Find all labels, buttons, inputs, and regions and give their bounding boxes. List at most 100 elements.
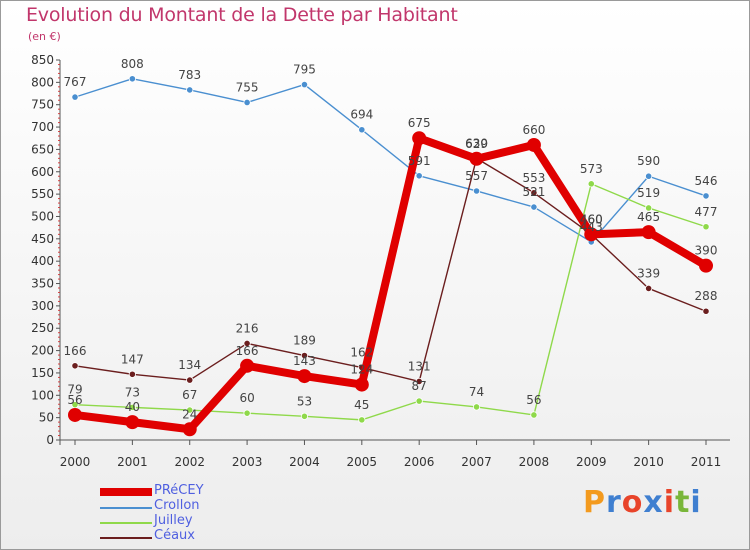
data-point xyxy=(472,403,481,411)
data-point xyxy=(128,75,136,83)
legend-swatch-ceaux xyxy=(100,537,152,539)
logo-letter: i xyxy=(690,485,702,520)
data-label: 521 xyxy=(522,185,545,199)
data-point xyxy=(645,284,653,293)
data-label: 675 xyxy=(408,116,431,130)
data-label: 460 xyxy=(580,212,603,226)
y-tick-label: 50 xyxy=(39,411,54,425)
data-point xyxy=(699,258,713,273)
data-label: 166 xyxy=(236,344,259,358)
data-label: 553 xyxy=(522,171,545,185)
data-label: 74 xyxy=(469,385,484,399)
data-point xyxy=(71,401,79,409)
data-label: 60 xyxy=(239,391,254,405)
data-point xyxy=(71,362,79,370)
data-label: 45 xyxy=(354,398,369,412)
data-label: 629 xyxy=(465,137,488,151)
data-label: 166 xyxy=(64,344,87,358)
data-label: 79 xyxy=(67,383,82,397)
x-tick-label: 2005 xyxy=(347,455,378,469)
data-label: 783 xyxy=(178,68,201,82)
data-point xyxy=(358,416,366,424)
x-tick-label: 2011 xyxy=(691,455,722,469)
data-point xyxy=(125,415,140,430)
x-tick-label: 2009 xyxy=(576,455,607,469)
data-point xyxy=(243,339,251,348)
data-label: 767 xyxy=(64,75,87,89)
data-label: 73 xyxy=(125,385,140,399)
y-tick-label: 850 xyxy=(31,53,54,67)
series-line-PRéCEY xyxy=(71,134,710,434)
data-point xyxy=(68,407,82,422)
data-label: 134 xyxy=(178,358,201,372)
y-tick-label: 600 xyxy=(31,165,54,179)
data-point xyxy=(530,411,538,419)
series-line-Crollon xyxy=(74,78,707,243)
y-tick-label: 700 xyxy=(31,120,54,134)
data-label: 216 xyxy=(236,321,259,335)
data-point xyxy=(182,422,197,437)
data-point xyxy=(415,377,423,386)
y-tick-label: 0 xyxy=(46,433,54,447)
y-tick-label: 250 xyxy=(31,321,54,335)
data-point xyxy=(128,370,136,378)
data-point xyxy=(358,126,366,134)
x-tick-label: 2001 xyxy=(117,455,148,469)
data-point xyxy=(412,131,427,146)
data-label: 67 xyxy=(182,388,197,402)
data-label: 40 xyxy=(125,400,140,414)
data-label: 131 xyxy=(408,359,431,373)
logo-letter: i xyxy=(663,485,676,520)
data-point xyxy=(300,351,309,360)
y-tick-label: 200 xyxy=(31,344,54,358)
data-point xyxy=(584,227,599,242)
data-label: 390 xyxy=(695,244,718,258)
data-label: 339 xyxy=(637,266,660,280)
legend-swatch-juilley xyxy=(100,522,152,524)
series-line-Céaux xyxy=(74,157,707,383)
y-tick-label: 550 xyxy=(31,187,54,201)
data-point xyxy=(300,412,309,420)
logo-letter: r xyxy=(606,485,622,520)
data-label: 443 xyxy=(580,220,603,234)
y-tick-label: 750 xyxy=(31,98,54,112)
logo-letter: o xyxy=(621,485,644,520)
data-label: 143 xyxy=(293,354,316,368)
data-point xyxy=(354,377,369,392)
data-point xyxy=(128,403,136,411)
legend-swatch-crollon xyxy=(100,507,152,509)
x-tick-label: 2000 xyxy=(60,455,91,469)
legend-label-crollon: Crollon xyxy=(154,498,200,513)
legend-label-juilley: Juilley xyxy=(154,513,193,528)
data-point xyxy=(186,406,194,414)
logo-letter: x xyxy=(643,485,664,520)
data-label: 124 xyxy=(350,363,373,377)
data-point xyxy=(243,409,251,417)
data-point xyxy=(415,397,423,405)
chart-title: Evolution du Montant de la Dette par Hab… xyxy=(26,4,458,26)
data-label: 694 xyxy=(350,108,373,122)
data-point xyxy=(641,225,656,240)
data-label: 573 xyxy=(580,162,603,176)
y-tick-label: 800 xyxy=(31,75,54,89)
logo-letter: t xyxy=(675,485,691,520)
data-point xyxy=(530,203,538,211)
data-label: 53 xyxy=(297,394,312,408)
y-tick-label: 100 xyxy=(31,388,54,402)
x-tick-label: 2002 xyxy=(174,455,205,469)
y-tick-label: 300 xyxy=(31,299,54,313)
data-point xyxy=(526,137,541,152)
data-label: 630 xyxy=(465,136,488,150)
y-tick-label: 650 xyxy=(31,142,54,156)
data-point xyxy=(702,223,710,231)
data-point xyxy=(240,358,255,373)
data-label: 755 xyxy=(236,80,259,94)
data-label: 162 xyxy=(350,346,373,360)
data-point xyxy=(702,192,710,200)
data-point xyxy=(702,307,710,315)
data-label: 56 xyxy=(67,393,82,407)
y-tick-label: 500 xyxy=(31,209,54,223)
data-label: 519 xyxy=(637,186,660,200)
